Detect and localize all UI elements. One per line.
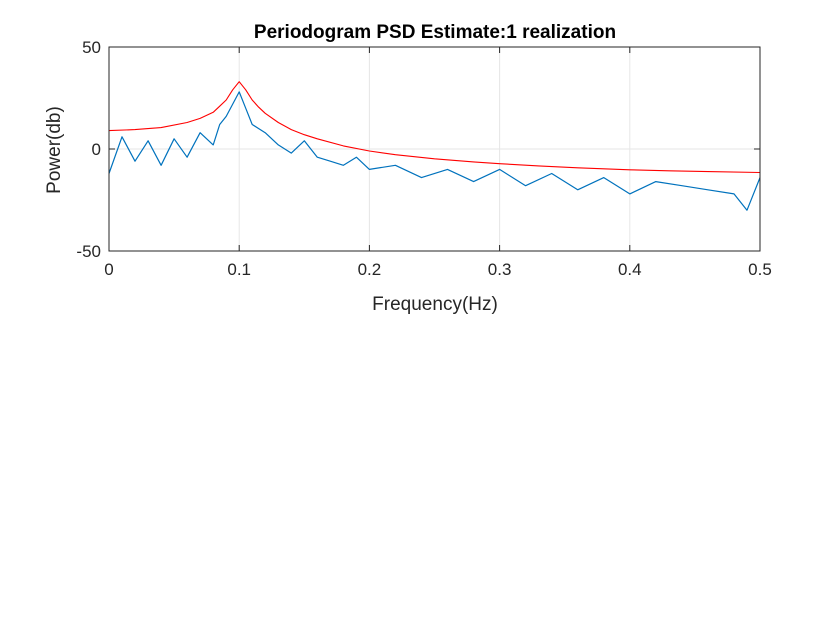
- x-tick-labels: 0 0.1 0.2 0.3 0.4 0.5: [104, 260, 772, 279]
- y-tick-label: 50: [82, 38, 101, 57]
- x-axis-label: Frequency(Hz): [372, 294, 498, 315]
- series-line-periodogram: [108, 91, 761, 211]
- chart-title: Periodogram PSD Estimate:1 realization: [254, 22, 616, 43]
- x-tick-label: 0.1: [227, 260, 251, 279]
- series-group: [108, 81, 761, 211]
- x-tick-label: 0.3: [488, 260, 512, 279]
- x-tick-label: 0: [104, 260, 113, 279]
- y-tick-labels: -50 0 50: [76, 38, 101, 261]
- y-tick-label: 0: [92, 140, 101, 159]
- series-line-true-psd: [108, 81, 761, 174]
- x-tick-label: 0.5: [748, 260, 772, 279]
- x-tick-label: 0.2: [358, 260, 382, 279]
- y-axis-label: Power(db): [44, 106, 65, 194]
- y-tick-label: -50: [76, 242, 101, 261]
- axes-box: [108, 46, 761, 252]
- x-tick-label: 0.4: [618, 260, 642, 279]
